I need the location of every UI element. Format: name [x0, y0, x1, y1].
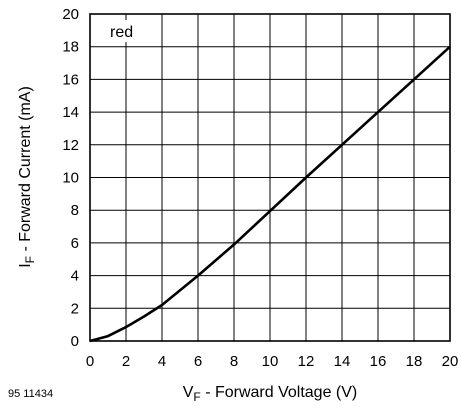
y-axis-label: IF - Forward Current (mA) — [17, 86, 37, 268]
x-tick-label-9: 18 — [406, 353, 423, 370]
y-tick-label-3: 6 — [71, 235, 79, 252]
y-tick-label-8: 16 — [62, 71, 79, 88]
x-tick-label-5: 10 — [262, 353, 279, 370]
x-tick-label-0: 0 — [86, 353, 94, 370]
x-tick-label-7: 14 — [334, 353, 351, 370]
x-tick-label-4: 8 — [230, 353, 238, 370]
y-tick-label-9: 18 — [62, 39, 79, 56]
annotation-background — [105, 20, 145, 42]
x-tick-label-1: 2 — [122, 353, 130, 370]
x-axis-label: VF - Forward Voltage (V) — [183, 384, 358, 404]
y-axis-label-main: I — [17, 263, 34, 267]
y-axis-label-rest: - Forward Current (mA) — [17, 86, 34, 256]
x-tick-label-6: 12 — [298, 353, 315, 370]
y-tick-label-6: 12 — [62, 137, 79, 154]
y-tick-labels: 0 2 4 6 8 10 12 14 16 18 20 — [62, 6, 79, 350]
x-tick-label-8: 16 — [370, 353, 387, 370]
y-tick-label-1: 2 — [71, 300, 79, 317]
series-line — [89, 45, 451, 343]
x-tick-labels: 0 2 4 6 8 10 12 14 16 18 20 — [86, 353, 459, 370]
x-tick-label-10: 20 — [442, 353, 459, 370]
y-tick-label-7: 14 — [62, 104, 79, 121]
x-tick-label-2: 4 — [158, 353, 166, 370]
x-axis-label-rest: - Forward Voltage (V) — [201, 384, 358, 401]
y-tick-label-4: 8 — [71, 202, 79, 219]
x-tick-label-3: 6 — [194, 353, 202, 370]
x-axis-label-main: V — [183, 384, 194, 401]
y-tick-label-10: 20 — [62, 6, 79, 23]
annotation-label: red — [110, 24, 133, 41]
y-tick-label-0: 0 — [71, 333, 79, 350]
grid — [89, 13, 451, 342]
figure-code: 95 11434 — [8, 388, 53, 400]
y-axis-label-subscript: F — [23, 256, 37, 263]
y-tick-label-5: 10 — [62, 170, 79, 187]
y-tick-label-2: 4 — [71, 268, 79, 285]
plot-frame — [89, 13, 451, 342]
x-axis-label-subscript: F — [193, 390, 200, 404]
